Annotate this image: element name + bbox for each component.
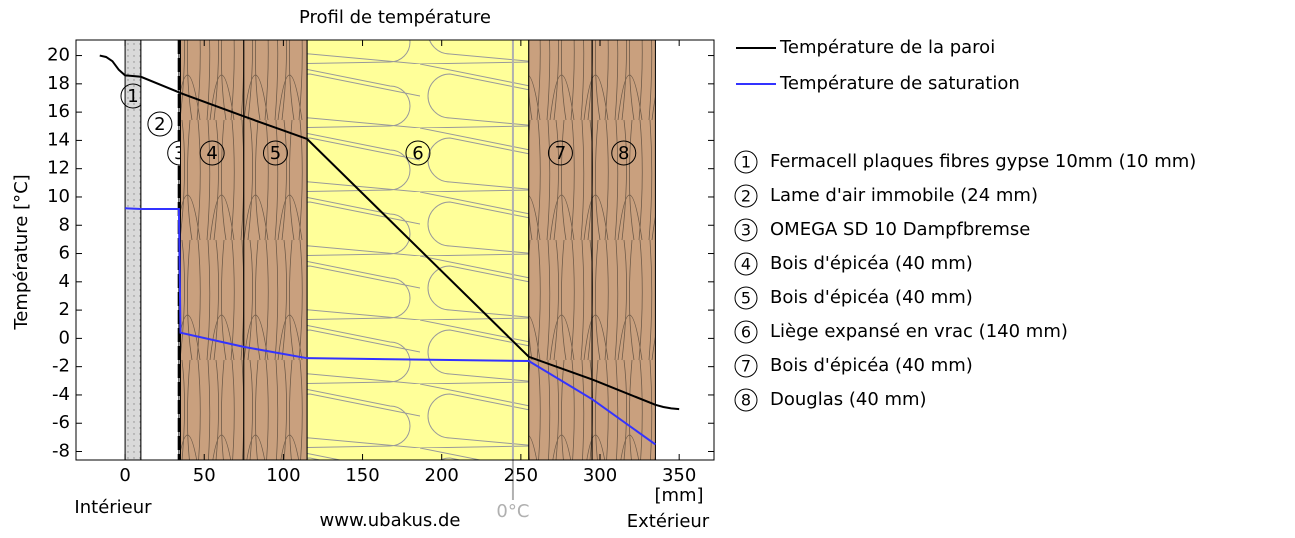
y-tick-label: 4 bbox=[59, 271, 70, 292]
legend-label: Température de saturation bbox=[779, 73, 1020, 94]
layer-name: Bois d'épicéa (40 mm) bbox=[770, 287, 973, 308]
legend-number: 2 bbox=[741, 187, 751, 206]
layer-number: 8 bbox=[618, 143, 629, 164]
layer-texture bbox=[307, 40, 529, 460]
inside-label: Intérieur bbox=[74, 497, 152, 518]
series-line bbox=[99, 54, 680, 411]
layer-number: 6 bbox=[412, 143, 423, 164]
legend-badge bbox=[734, 388, 758, 412]
x-tick-label: 0 bbox=[119, 465, 130, 486]
x-tick-label: 150 bbox=[345, 465, 379, 486]
layer-name: Lame d'air immobile (24 mm) bbox=[770, 185, 1038, 206]
layer-name: OMEGA SD 10 Dampfbremse bbox=[770, 219, 1030, 240]
y-tick-label: 14 bbox=[47, 129, 70, 150]
layer-badge bbox=[147, 111, 173, 137]
legend-number: 8 bbox=[741, 391, 751, 410]
chart-title: Profil de température bbox=[299, 7, 491, 28]
layer-number: 5 bbox=[270, 143, 281, 164]
legend-number: 5 bbox=[741, 289, 751, 308]
legend-badge bbox=[734, 184, 758, 208]
layer-texture bbox=[243, 40, 308, 460]
y-tick-label: -2 bbox=[52, 356, 70, 377]
legend-badge bbox=[734, 150, 758, 174]
layer-badge bbox=[611, 140, 637, 166]
legend-number: 7 bbox=[741, 357, 751, 376]
y-tick-label: 6 bbox=[59, 243, 70, 264]
y-tick-label: 10 bbox=[47, 186, 70, 207]
layer-texture bbox=[528, 40, 593, 460]
legend-number: 6 bbox=[741, 323, 751, 342]
x-tick-label: 300 bbox=[583, 465, 617, 486]
layer-name: Bois d'épicéa (40 mm) bbox=[770, 253, 973, 274]
legend-badge bbox=[734, 218, 758, 242]
outside-label: Extérieur bbox=[627, 511, 710, 532]
layer-name: Fermacell plaques fibres gypse 10mm (10 … bbox=[770, 151, 1196, 172]
layer-texture bbox=[125, 40, 141, 460]
legend-number: 1 bbox=[741, 153, 751, 172]
y-tick-label: 8 bbox=[59, 214, 70, 235]
y-tick-label: -4 bbox=[52, 384, 70, 405]
x-tick-label: 50 bbox=[193, 465, 216, 486]
source: www.ubakus.de bbox=[320, 510, 461, 531]
plot-frame bbox=[75, 39, 715, 461]
legend-badge bbox=[734, 286, 758, 310]
x-tick-label: 100 bbox=[266, 465, 300, 486]
x-tick-label: 350 bbox=[662, 465, 696, 486]
legend-badge bbox=[734, 320, 758, 344]
y-tick-label: 16 bbox=[47, 101, 70, 122]
layer-number: 7 bbox=[555, 143, 566, 164]
zero-label: 0°C bbox=[496, 501, 529, 522]
y-tick-label: 20 bbox=[47, 45, 70, 66]
layer bbox=[140, 40, 179, 460]
y-axis-label: Température [°C] bbox=[11, 174, 32, 330]
layer-name: Liège expansé en vrac (140 mm) bbox=[770, 321, 1068, 342]
layer-badge bbox=[262, 140, 288, 166]
layer-number: 1 bbox=[127, 86, 138, 107]
series-line bbox=[125, 207, 657, 446]
y-tick-label: -8 bbox=[52, 441, 70, 462]
layer-number: 3 bbox=[174, 143, 185, 164]
layer-badge bbox=[405, 140, 431, 166]
legend-number: 4 bbox=[741, 255, 751, 274]
legend-label: Température de la paroi bbox=[779, 37, 995, 58]
y-tick-label: 18 bbox=[47, 73, 70, 94]
legend-badge bbox=[734, 252, 758, 276]
layer-texture bbox=[592, 40, 656, 460]
x-tick-label: 250 bbox=[504, 465, 538, 486]
layer-name: Douglas (40 mm) bbox=[770, 389, 927, 410]
y-tick-label: -6 bbox=[52, 412, 70, 433]
layer-name: Bois d'épicéa (40 mm) bbox=[770, 355, 973, 376]
y-tick-label: 12 bbox=[47, 158, 70, 179]
y-tick-label: 2 bbox=[59, 299, 70, 320]
legend-badge bbox=[734, 354, 758, 378]
x-tick-label: 200 bbox=[425, 465, 459, 486]
layer-texture bbox=[180, 40, 244, 460]
layer-number: 4 bbox=[206, 143, 217, 164]
y-tick-label: 0 bbox=[59, 327, 70, 348]
x-unit: [mm] bbox=[654, 485, 703, 506]
legend-number: 3 bbox=[741, 221, 751, 240]
layer-badge bbox=[199, 140, 225, 166]
layer-badge bbox=[547, 140, 573, 166]
layer-number: 2 bbox=[154, 114, 165, 135]
